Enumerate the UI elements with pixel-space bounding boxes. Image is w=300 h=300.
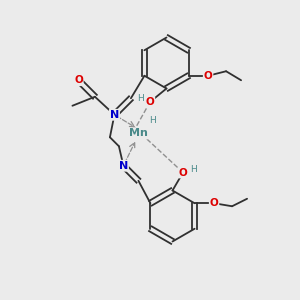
Text: Mn: Mn (129, 128, 147, 139)
Text: O: O (178, 167, 188, 178)
Text: O: O (210, 198, 218, 208)
Text: N: N (110, 110, 119, 120)
Text: H: H (137, 94, 144, 103)
Text: O: O (204, 71, 212, 81)
Text: N: N (119, 161, 128, 171)
Text: H: H (190, 165, 197, 174)
Text: O: O (74, 75, 83, 85)
Text: O: O (146, 97, 154, 107)
Text: H: H (150, 116, 156, 125)
